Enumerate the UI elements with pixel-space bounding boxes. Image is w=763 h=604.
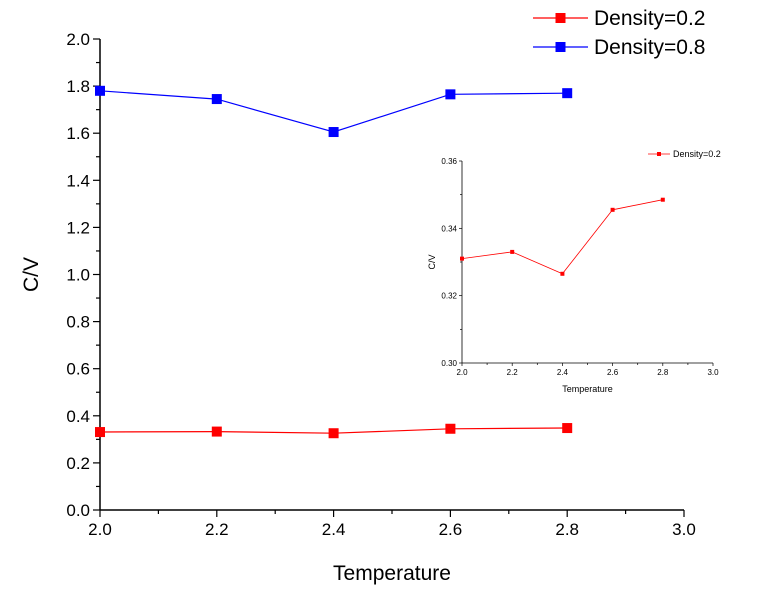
inset-x-tick-label: 3.0 (707, 368, 719, 377)
inset-x-tick-label: 2.2 (507, 368, 519, 377)
main-data-point (562, 423, 573, 434)
main-x-tick-label: 2.8 (555, 520, 579, 539)
main-series-line (99, 90, 568, 133)
inset-data-point (660, 197, 665, 202)
inset-x-tick-label: 2.8 (657, 368, 669, 377)
inset-y-tick-label: 0.30 (441, 359, 457, 368)
main-legend-marker (555, 13, 566, 23)
inset-y-axis-title: C/V (427, 254, 437, 269)
inset-x-axis-title: Temperature (562, 384, 613, 394)
main-data-point (211, 426, 222, 437)
main-y-tick-label: 1.8 (66, 77, 90, 96)
main-y-tick-label: 0.4 (66, 407, 90, 426)
main-y-tick-label: 0.8 (66, 313, 90, 332)
main-legend-label: Density=0.8 (594, 36, 705, 59)
main-x-tick-label: 2.2 (205, 520, 229, 539)
main-y-axis-title: C/V (20, 257, 43, 292)
main-y-tick-label: 0.0 (66, 501, 90, 520)
main-x-tick-label: 2.4 (322, 520, 346, 539)
main-y-tick-label: 1.2 (66, 218, 90, 237)
inset-data-point (510, 249, 515, 254)
inset-x-tick-label: 2.4 (557, 368, 569, 377)
main-x-tick-label: 3.0 (672, 520, 696, 539)
inset-data-point (610, 207, 615, 212)
main-y-tick-label: 1.6 (66, 124, 90, 143)
main-x-axis-title: Temperature (333, 562, 451, 585)
main-data-point (211, 94, 222, 105)
inset-y-tick-label: 0.34 (441, 224, 457, 233)
inset-y-tick-label: 0.36 (441, 157, 457, 166)
inset-x-tick-label: 2.6 (607, 368, 619, 377)
inset-series-line (461, 199, 663, 275)
main-y-tick-label: 0.2 (66, 454, 90, 473)
main-x-tick-label: 2.0 (88, 520, 112, 539)
main-data-point (328, 428, 339, 439)
main-y-tick-label: 2.0 (66, 30, 90, 49)
inset-legend-marker (657, 152, 661, 156)
main-data-point (445, 89, 456, 100)
main-data-point (328, 127, 339, 138)
main-data-point (445, 423, 456, 434)
main-data-point (95, 85, 105, 96)
main-legend-marker (555, 42, 566, 52)
main-y-tick-label: 0.6 (66, 360, 90, 379)
inset-y-tick-label: 0.32 (441, 292, 457, 301)
inset-data-point (460, 256, 464, 261)
main-legend-label: Density=0.2 (594, 7, 705, 30)
main-data-point (562, 88, 573, 99)
main-x-tick-label: 2.6 (439, 520, 463, 539)
main-data-point (95, 427, 105, 438)
main-y-tick-label: 1.4 (66, 171, 90, 190)
main-y-tick-label: 1.0 (66, 266, 90, 285)
inset-legend-label: Density=0.2 (673, 149, 721, 159)
inset-x-tick-label: 2.0 (456, 368, 468, 377)
inset-data-point (560, 271, 565, 276)
